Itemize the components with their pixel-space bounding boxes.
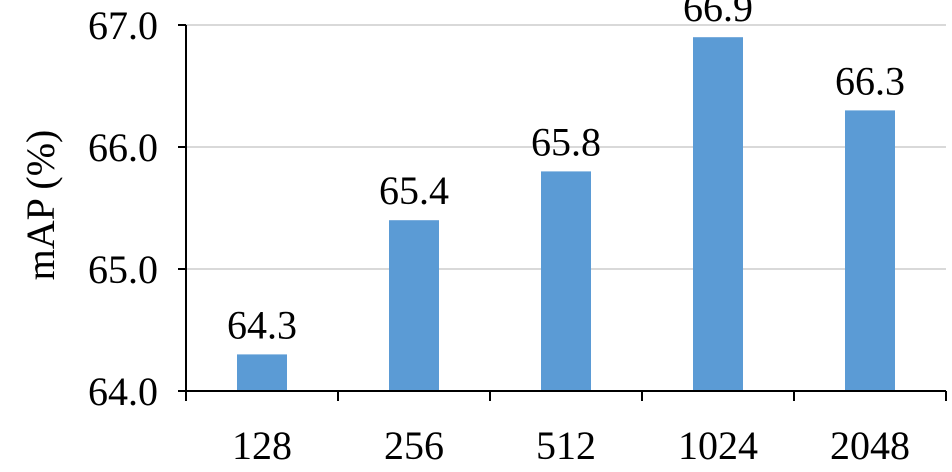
x-tick-label: 256	[384, 423, 444, 467]
bar-512	[541, 171, 591, 391]
x-tick-label: 128	[232, 423, 292, 467]
data-label-1024: 66.9	[683, 0, 753, 30]
bar-256	[389, 220, 439, 391]
y-tick-label: 65.0	[88, 247, 158, 292]
bar-2048	[845, 110, 895, 392]
x-tick-label: 2048	[830, 423, 910, 467]
bar-1024	[693, 37, 743, 391]
y-tick-label: 67.0	[88, 3, 158, 48]
axes	[178, 24, 947, 401]
data-label-2048: 66.3	[835, 58, 905, 103]
labels: 64.3 65.4 65.8 66.9 66.3 64.0 65.0 66.0 67.0 128 2…	[88, 0, 910, 468]
x-tick-label: 1024	[678, 423, 758, 467]
x-tick-label: 512	[536, 423, 596, 467]
y-axis-label: mAP (%)	[18, 130, 63, 281]
bar-128	[237, 354, 287, 391]
y-tick-label: 64.0	[88, 369, 158, 414]
y-tick-label: 66.0	[88, 125, 158, 170]
bars	[237, 37, 895, 392]
data-label-128: 64.3	[227, 302, 297, 347]
data-label-512: 65.8	[531, 119, 601, 164]
data-label-256: 65.4	[379, 168, 449, 213]
